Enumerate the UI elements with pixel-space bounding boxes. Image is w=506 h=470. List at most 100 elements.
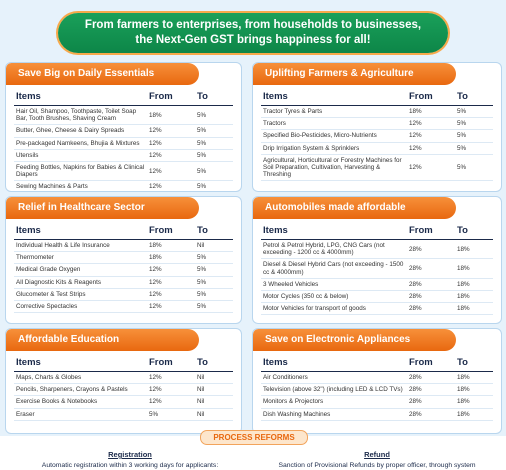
header-row: Items From To xyxy=(261,89,493,106)
rate: 5% xyxy=(195,288,233,302)
panel-title: Automobiles made affordable xyxy=(253,197,457,219)
column-header: To xyxy=(455,355,493,372)
rate: 12% xyxy=(147,137,195,150)
rate: 28% xyxy=(407,408,455,421)
header-row: Items From To xyxy=(261,223,493,240)
header-row: Items From To xyxy=(14,89,233,106)
rate: 12% xyxy=(147,180,195,191)
rate-row: Television (above 32") (including LED & … xyxy=(261,383,493,397)
rate: 28% xyxy=(407,383,455,397)
rate: 18% xyxy=(407,105,455,119)
item: Specified Bio-Pesticides, Micro-Nutrient… xyxy=(261,129,407,143)
rate-row: Eraser 5% Nil xyxy=(14,408,233,421)
rate-row: Dish Washing Machines 28% 18% xyxy=(261,408,493,421)
item: Hair Oil, Shampoo, Toothpaste, Toilet So… xyxy=(14,105,147,126)
rate: 12% xyxy=(147,371,195,385)
rate-row: Corrective Spectacles 12% 5% xyxy=(14,300,233,314)
rate: 28% xyxy=(407,278,455,292)
item: Motor Cycles (350 cc & below) xyxy=(261,290,407,304)
rate: 12% xyxy=(147,300,195,314)
column-header: To xyxy=(455,89,493,106)
reform-heading: Refund xyxy=(364,450,390,459)
item: Drip Irrigation System & Sprinklers xyxy=(261,142,407,155)
item: Glucometer & Test Strips xyxy=(14,288,147,302)
item: Exercise Books & Notebooks xyxy=(14,395,147,409)
rate-row: Tractors 12% 5% xyxy=(261,117,493,131)
panel-title: Uplifting Farmers & Agriculture xyxy=(253,63,457,85)
rate: 12% xyxy=(407,142,455,155)
rate-row: Utensils 12% 5% xyxy=(14,149,233,163)
rate-table: Items From To Air Conditioners 28% 18% Televis… xyxy=(261,355,493,421)
rate-row: Monitors & Projectors 28% 18% xyxy=(261,395,493,409)
column-header: From xyxy=(407,355,455,372)
item: Dish Washing Machines xyxy=(261,408,407,421)
item: Eraser xyxy=(14,408,147,421)
rate-row: Glucometer & Test Strips 12% 5% xyxy=(14,288,233,302)
rate-row: Maps, Charts & Globes 12% Nil xyxy=(14,371,233,385)
rate: 18% xyxy=(455,302,493,316)
rate: 12% xyxy=(147,124,195,138)
item: All Diagnostic Kits & Reagents xyxy=(14,276,147,289)
rate: 12% xyxy=(147,288,195,302)
header-row: Items From To xyxy=(261,355,493,372)
rate-table: Items From To Individual Health & Life Insu… xyxy=(14,223,233,314)
reform-column: Registration Automatic registration withi… xyxy=(5,450,255,469)
rate: 5% xyxy=(455,105,493,119)
rate-table: Items From To Petrol & Petrol Hybrid, LPG, … xyxy=(261,223,493,316)
rate-row: Pre-packaged Namkeens, Bhujia & Mixtures… xyxy=(14,137,233,150)
rate-row: Tractor Tyres & Parts 18% 5% xyxy=(261,105,493,119)
rate: 5% xyxy=(455,129,493,143)
rate: 5% xyxy=(195,137,233,150)
rate: 12% xyxy=(147,263,195,277)
rate-table: Items From To Maps, Charts & Globes 12% Nil Pe… xyxy=(14,355,233,421)
rate: Nil xyxy=(195,408,233,421)
rate: 12% xyxy=(147,149,195,163)
rate-row: Air Conditioners 28% 18% xyxy=(261,371,493,385)
item: Television (above 32") (including LED & … xyxy=(261,383,407,397)
item: Butter, Ghee, Cheese & Dairy Spreads xyxy=(14,124,147,138)
item: Medical Grade Oxygen xyxy=(14,263,147,277)
rate-row: Motor Cycles (350 cc & below) 28% 18% xyxy=(261,290,493,304)
item: Utensils xyxy=(14,149,147,163)
panel-title: Save Big on Daily Essentials xyxy=(6,63,199,85)
rate-row: 3 Wheeled Vehicles 28% 18% xyxy=(261,278,493,292)
rate-row: All Diagnostic Kits & Reagents 12% 5% xyxy=(14,276,233,289)
rate: 5% xyxy=(455,117,493,131)
rate: Nil xyxy=(195,371,233,385)
item: Monitors & Projectors xyxy=(261,395,407,409)
rate-row: Exercise Books & Notebooks 12% Nil xyxy=(14,395,233,409)
item: Tractor Tyres & Parts xyxy=(261,105,407,119)
rate: 5% xyxy=(195,124,233,138)
column-header: To xyxy=(195,355,233,372)
item: Agricultural, Horticultural or Forestry … xyxy=(261,154,407,182)
item: Petrol & Petrol Hybrid, LPG, CNG Cars (n… xyxy=(261,239,407,260)
reform-text: Sanction of Provisional Refunds by prope… xyxy=(278,462,476,469)
rate: 12% xyxy=(407,117,455,131)
column-header: From xyxy=(147,89,195,106)
column-header: From xyxy=(407,223,455,240)
panel-title: Relief in Healthcare Sector xyxy=(6,197,199,219)
rate: 12% xyxy=(407,129,455,143)
rate: 18% xyxy=(455,408,493,421)
rate-row: Motor Vehicles for transport of goods 28%… xyxy=(261,302,493,316)
rate: 12% xyxy=(407,154,455,182)
rate: Nil xyxy=(195,239,233,253)
column-header: Items xyxy=(14,355,147,372)
reform-column: Refund Sanction of Provisional Refunds by… xyxy=(252,450,502,469)
rate: 18% xyxy=(147,239,195,253)
column-header: Items xyxy=(261,355,407,372)
rate-row: Pencils, Sharpeners, Crayons & Pastels 12… xyxy=(14,383,233,397)
rate-row: Specified Bio-Pesticides, Micro-Nutrient… xyxy=(261,129,493,143)
rate: 5% xyxy=(195,276,233,289)
panel: Relief in Healthcare Sector Items From To In… xyxy=(5,196,242,324)
panel: Save on Electronic Appliances Items From To… xyxy=(252,328,502,434)
rate-table: Items From To Tractor Tyres & Parts 18% 5% Tra… xyxy=(261,89,493,182)
rate: 5% xyxy=(195,300,233,314)
tagline-line: From farmers to enterprises, from househ… xyxy=(84,19,422,31)
item: 3 Wheeled Vehicles xyxy=(261,278,407,292)
item: Pencils, Sharpeners, Crayons & Pastels xyxy=(14,383,147,397)
item: Pre-packaged Namkeens, Bhujia & Mixtures xyxy=(14,137,147,150)
rate: 18% xyxy=(147,105,195,126)
column-header: To xyxy=(195,89,233,106)
